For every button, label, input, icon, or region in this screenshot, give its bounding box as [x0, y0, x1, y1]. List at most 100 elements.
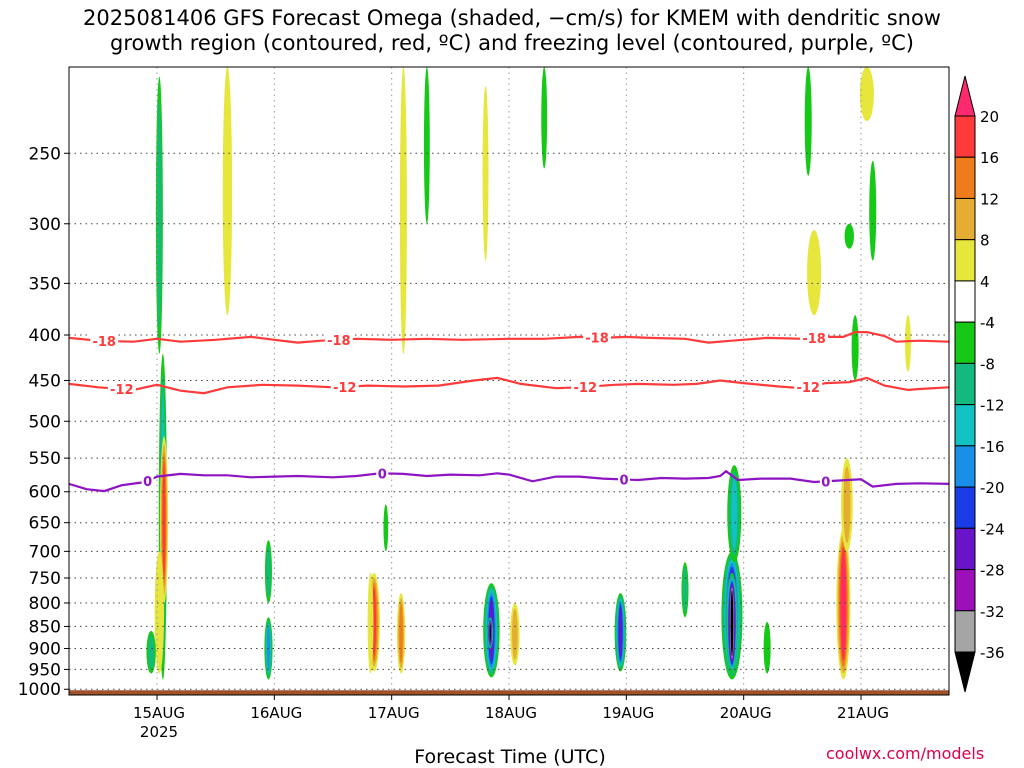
y-tick-label: 350: [29, 274, 61, 294]
contour-label-bg: [141, 473, 154, 488]
colorbar-swatch: [954, 527, 976, 571]
y-axis: 250 300 350 400 450 500 550 600 650 700 750 800 850 9…: [18, 144, 69, 700]
omega-cell: [399, 67, 407, 354]
colorbar-label: -36: [980, 644, 1005, 662]
colorbar-bottom-arrow: [954, 651, 976, 693]
omega-cell: [383, 504, 389, 552]
omega-cell: [905, 315, 911, 372]
colorbar-label: 4: [980, 273, 990, 291]
y-tick-label: 800: [29, 594, 61, 614]
omega-cell: [804, 67, 812, 176]
colorbar-label: -20: [980, 479, 1005, 497]
y-tick-label: 300: [29, 215, 61, 235]
omega-cell: [844, 223, 854, 249]
contour-label: -12: [796, 381, 820, 396]
omega-cell: [541, 67, 548, 169]
omega-cell: [843, 466, 851, 543]
omega-cell: [367, 572, 374, 674]
omega-cell: [851, 315, 859, 381]
x-axis-label: Forecast Time (UTC): [414, 746, 606, 768]
colorbar-swatch: [954, 239, 976, 282]
contour-label: -12: [574, 381, 598, 396]
credit-link[interactable]: coolwx.com/models: [826, 744, 985, 763]
contour-label-bg: [330, 379, 359, 394]
contour--12: [69, 376, 949, 395]
omega-cell: [512, 608, 518, 660]
x-tick-label: 21AUG: [837, 704, 889, 722]
omega-cell: [841, 553, 846, 655]
omega-cell: [266, 545, 271, 598]
contour-label-bg: [324, 332, 353, 347]
contour-label: -12: [333, 381, 357, 396]
chart-title: 2025081406 GFS Forecast Omega (shaded, −…: [0, 6, 1024, 56]
omega-cell: [482, 85, 489, 261]
omega-cell: [731, 592, 733, 655]
contour-label-bg: [800, 330, 829, 345]
contour-label: -18: [802, 332, 826, 347]
omega-cell: [619, 606, 622, 658]
colorbar-swatch: [954, 445, 976, 488]
colorbar-swatch: [954, 156, 976, 199]
colorbar-label: -4: [980, 314, 995, 332]
y-tick-label: 550: [29, 449, 61, 469]
omega-cell: [869, 160, 877, 261]
colorbar-top-arrow: [954, 75, 976, 117]
x-tick-label: 16AUG: [250, 704, 302, 722]
colorbar-label: -8: [980, 355, 995, 373]
y-tick-label: 650: [29, 514, 61, 534]
x-tick-label: 18AUG: [485, 704, 537, 722]
y-tick-label: 400: [29, 326, 61, 346]
contour-label: 0: [143, 475, 152, 490]
y-tick-label: 950: [29, 660, 61, 680]
ground-layer: [69, 690, 949, 695]
omega-cell: [731, 477, 738, 550]
x-tick-label: 20AUG: [720, 704, 772, 722]
title-line-2: growth region (contoured, red, ºC) and f…: [110, 31, 914, 55]
colorbar-swatch: [954, 362, 976, 406]
omega-cell: [162, 461, 166, 578]
contour-label: -18: [585, 332, 609, 347]
omega-cell: [222, 67, 233, 316]
colorbar-swatch: [954, 404, 976, 447]
omega-cell: [148, 634, 154, 670]
colorbar-label: 20: [980, 108, 999, 126]
contour-label: -12: [110, 383, 134, 398]
x-tick-label: 17AUG: [368, 704, 420, 722]
colorbar-label: -12: [980, 397, 1005, 415]
y-tick-label: 500: [29, 412, 61, 432]
y-tick-label: 1000: [18, 680, 61, 700]
omega-cell: [154, 551, 165, 674]
contour-label-bg: [571, 379, 600, 394]
colorbar: 20 16 12 8 4 -4 -8 -12 -16 -20 -24 -28 -32 -36: [954, 75, 1005, 693]
ground-fill: [69, 690, 949, 695]
contour-label-bg: [819, 474, 832, 489]
x-year-label: 2025: [140, 723, 178, 741]
y-tick-label: 700: [29, 542, 61, 562]
x-tick-label: 15AUG: [133, 704, 185, 722]
y-tick-label: 900: [29, 640, 61, 660]
grid-lines: [69, 67, 949, 695]
y-tick-label: 850: [29, 617, 61, 637]
contour-label-bg: [617, 472, 630, 487]
y-tick-label: 750: [29, 569, 61, 589]
x-axis: 15AUG 16AUG 17AUG 18AUG 19AUG 20AUG 21AUG 2025: [133, 695, 889, 741]
colorbar-label: -32: [980, 603, 1005, 621]
colorbar-label: 12: [980, 190, 999, 208]
contour-label: -18: [327, 334, 351, 349]
omega-cell: [763, 621, 771, 674]
contour-label-bg: [583, 330, 611, 345]
contour-label-bg: [794, 379, 823, 394]
colorbar-swatch: [954, 569, 976, 612]
colorbar-swatch: [954, 321, 976, 364]
colorbar-label: 16: [980, 149, 999, 167]
y-tick-label: 600: [29, 483, 61, 503]
omega-cell: [399, 603, 403, 664]
omega-cell: [489, 623, 491, 643]
colorbar-label: 8: [980, 232, 990, 250]
omega-cell: [807, 230, 822, 316]
contour--18: [69, 331, 949, 344]
temperature-contours: -18 -18 -18 -18 -12 -12 -12 -12 0 0 0 0: [69, 330, 949, 493]
omega-cell: [157, 101, 162, 329]
omega-cell: [423, 67, 430, 224]
